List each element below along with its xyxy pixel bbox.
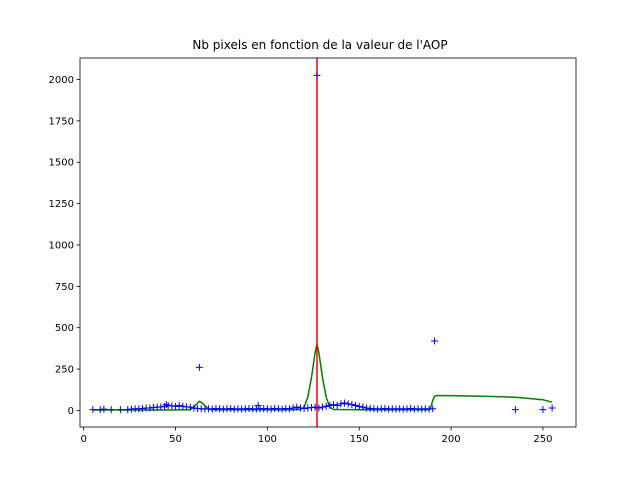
- x-tick-label: 200: [442, 434, 461, 445]
- data-point: [254, 401, 262, 409]
- x-tick-label: 250: [533, 434, 552, 445]
- data-point: [539, 406, 547, 414]
- y-tick-label: 0: [68, 406, 74, 417]
- plot-frame: [79, 57, 577, 428]
- y-tick-label: 1250: [49, 199, 74, 210]
- data-point: [161, 402, 169, 410]
- y-tick-label: 1500: [49, 158, 74, 169]
- data-point: [89, 406, 97, 414]
- data-point: [322, 402, 330, 410]
- data-point: [548, 404, 556, 412]
- data-point: [172, 402, 180, 410]
- data-point: [407, 404, 415, 412]
- x-tick-label: 150: [350, 434, 369, 445]
- data-point: [326, 401, 334, 409]
- data-point: [511, 406, 519, 414]
- series-group: [89, 58, 556, 427]
- y-tick-label: 1000: [49, 240, 74, 251]
- x-tick-label: 100: [258, 434, 277, 445]
- data-point: [227, 404, 235, 412]
- data-point: [315, 404, 323, 412]
- data-point: [293, 403, 301, 411]
- chart-title: Nb pixels en fonction de la valeur de l'…: [192, 38, 447, 52]
- data-point: [429, 405, 437, 413]
- data-point: [352, 401, 360, 409]
- x-tick-label: 50: [169, 434, 182, 445]
- data-point: [355, 402, 363, 410]
- plot-area: [89, 58, 556, 427]
- data-point: [359, 403, 367, 411]
- data-point: [330, 401, 338, 409]
- data-point: [267, 405, 275, 413]
- y-tick-label: 250: [55, 365, 74, 376]
- data-point: [348, 401, 356, 409]
- y-tick-label: 1750: [49, 116, 74, 127]
- data-point: [313, 71, 321, 79]
- y-tick-label: 500: [55, 323, 74, 334]
- data-point: [175, 401, 183, 409]
- y-tick-label: 2000: [49, 75, 74, 86]
- fit-line: [92, 344, 553, 411]
- axes: 0 50 100 150 200 250 0 250 500 750 1000 1250 1500 175…: [49, 57, 577, 445]
- data-point: [289, 404, 297, 412]
- data-point: [311, 403, 319, 411]
- data-point: [381, 404, 389, 412]
- data-point: [186, 403, 194, 411]
- data-point: [318, 403, 326, 411]
- data-point: [208, 405, 216, 413]
- data-point: [341, 399, 349, 407]
- data-point: [333, 401, 341, 409]
- data-point: [431, 337, 439, 345]
- x-tick-label: 0: [80, 434, 86, 445]
- data-point: [195, 363, 203, 371]
- data-point: [107, 406, 115, 414]
- data-point: [278, 405, 286, 413]
- data-point: [116, 406, 124, 414]
- data-point: [337, 400, 345, 408]
- data-point: [100, 405, 108, 413]
- data-point: [344, 400, 352, 408]
- y-tick-label: 750: [55, 282, 74, 293]
- data-point: [285, 405, 293, 413]
